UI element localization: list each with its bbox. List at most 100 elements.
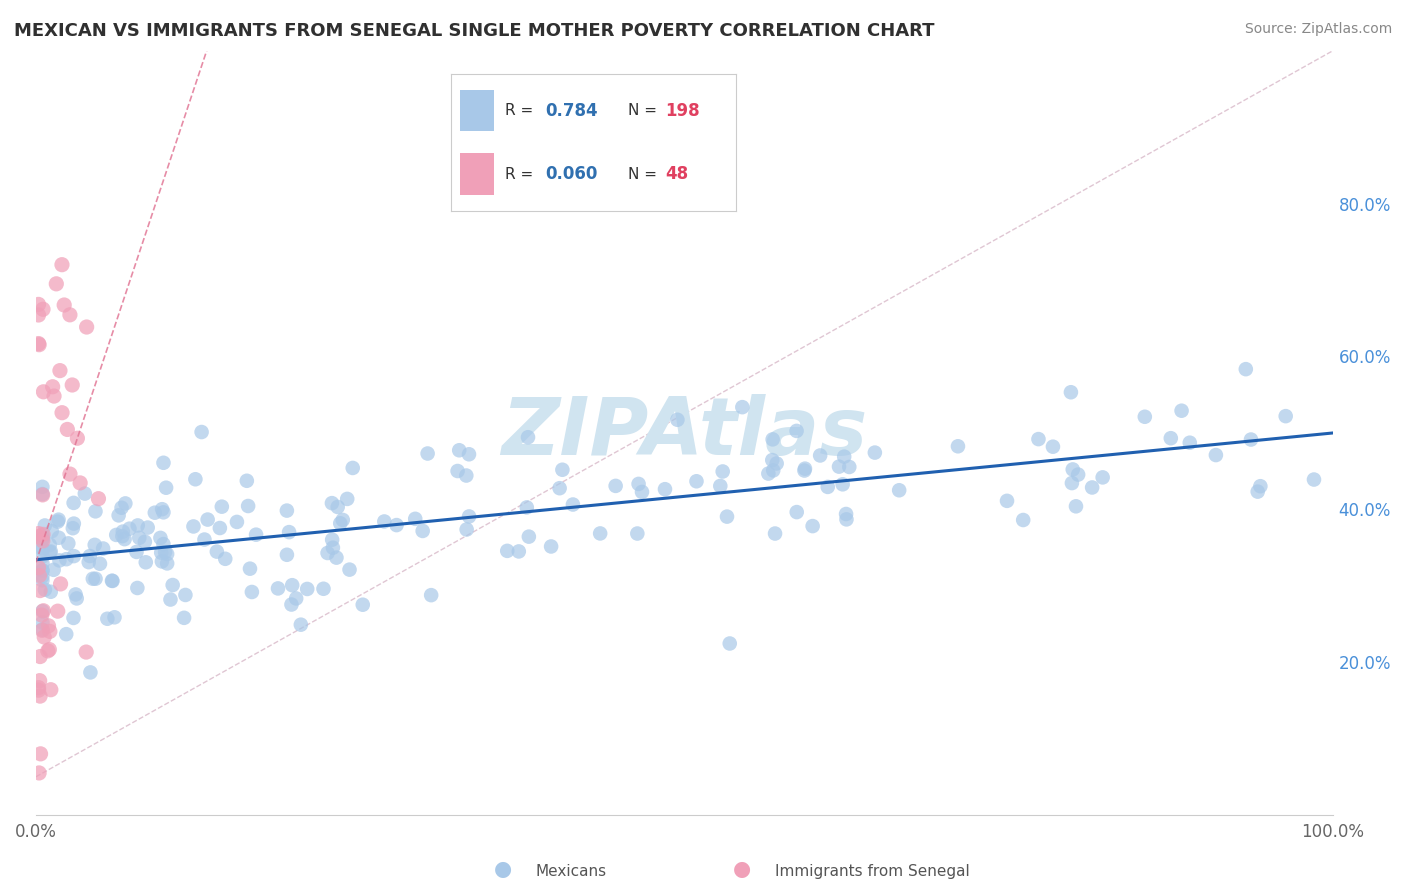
Point (1012, 513, 1035, 527)
Point (339, 563, 361, 577)
Point (290, 617, 312, 632)
Point (103, 610, 125, 624)
Point (27, 560, 49, 574)
Point (765, 457, 787, 471)
Point (69, 475, 91, 490)
Point (27, 526, 49, 541)
Point (38, 624, 60, 639)
Point (101, 574, 124, 588)
Point (1274, 409, 1296, 424)
Point (150, 546, 173, 560)
Point (31, 604, 53, 618)
Point (62, 521, 84, 535)
Point (214, 551, 236, 566)
Point (709, 479, 731, 493)
Point (540, 540, 562, 554)
Point (1067, 467, 1090, 482)
Point (1247, 484, 1270, 499)
Point (835, 507, 858, 521)
Point (1240, 433, 1263, 447)
Point (152, 505, 174, 519)
Point (1060, 385, 1083, 400)
Point (41, 380, 63, 394)
Point (31, 615, 53, 630)
Point (27, 336, 49, 351)
Point (27, 308, 49, 322)
Point (63, 549, 86, 563)
Point (31, 532, 53, 546)
Point (114, 496, 136, 510)
Point (114, 532, 136, 546)
Point (38, 642, 60, 657)
Point (449, 443, 471, 458)
Point (1234, 362, 1257, 376)
Point (762, 463, 785, 477)
Point (32, 527, 55, 541)
Point (73, 486, 96, 500)
Point (37, 644, 59, 658)
Point (89, 557, 111, 571)
Point (39, 545, 62, 559)
Point (458, 447, 481, 461)
Point (731, 400, 754, 414)
Point (1249, 479, 1271, 493)
Point (56, 422, 79, 436)
Point (27, 683, 49, 698)
Point (31, 533, 53, 548)
Point (149, 531, 172, 545)
Point (60, 378, 83, 392)
Point (37, 619, 59, 633)
Point (516, 500, 538, 515)
Point (111, 524, 134, 539)
Point (761, 453, 783, 467)
Point (31, 549, 53, 564)
Point (589, 526, 612, 541)
Point (267, 582, 290, 596)
Point (31, 623, 53, 637)
Point (276, 548, 298, 562)
Point (208, 521, 231, 535)
Point (101, 574, 124, 588)
Point (276, 503, 298, 517)
Point (211, 500, 233, 514)
Point (420, 588, 443, 602)
Point (48, 553, 70, 567)
Point (297, 582, 319, 596)
Point (1178, 435, 1201, 450)
Point (446, 464, 468, 478)
Point (321, 533, 343, 547)
Point (626, 526, 648, 541)
Point (32, 630, 55, 644)
Point (105, 528, 128, 542)
Point (1062, 462, 1084, 476)
Point (236, 474, 259, 488)
Point (548, 481, 571, 495)
Point (34, 518, 56, 533)
Point (83, 538, 105, 552)
Point (808, 449, 831, 463)
Point (134, 534, 156, 549)
Point (30, 649, 52, 664)
Point (631, 484, 654, 499)
Point (31, 487, 53, 501)
Point (39, 682, 62, 697)
Point (46, 515, 69, 529)
Point (28, 673, 51, 688)
Point (184, 472, 207, 486)
Point (27, 681, 49, 695)
Text: MEXICAN VS IMMIGRANTS FROM SENEGAL SINGLE MOTHER POVERTY CORRELATION CHART: MEXICAN VS IMMIGRANTS FROM SENEGAL SINGL… (14, 22, 935, 40)
Point (1205, 448, 1227, 462)
Point (240, 585, 263, 599)
Point (34, 582, 56, 597)
Point (1091, 470, 1114, 484)
Point (551, 463, 574, 477)
Point (41, 524, 63, 538)
Point (136, 520, 159, 534)
Point (281, 578, 304, 592)
Point (155, 481, 177, 495)
Point (226, 515, 249, 529)
Point (325, 550, 347, 565)
Point (127, 518, 149, 533)
Point (654, 482, 676, 496)
Point (66, 591, 89, 606)
